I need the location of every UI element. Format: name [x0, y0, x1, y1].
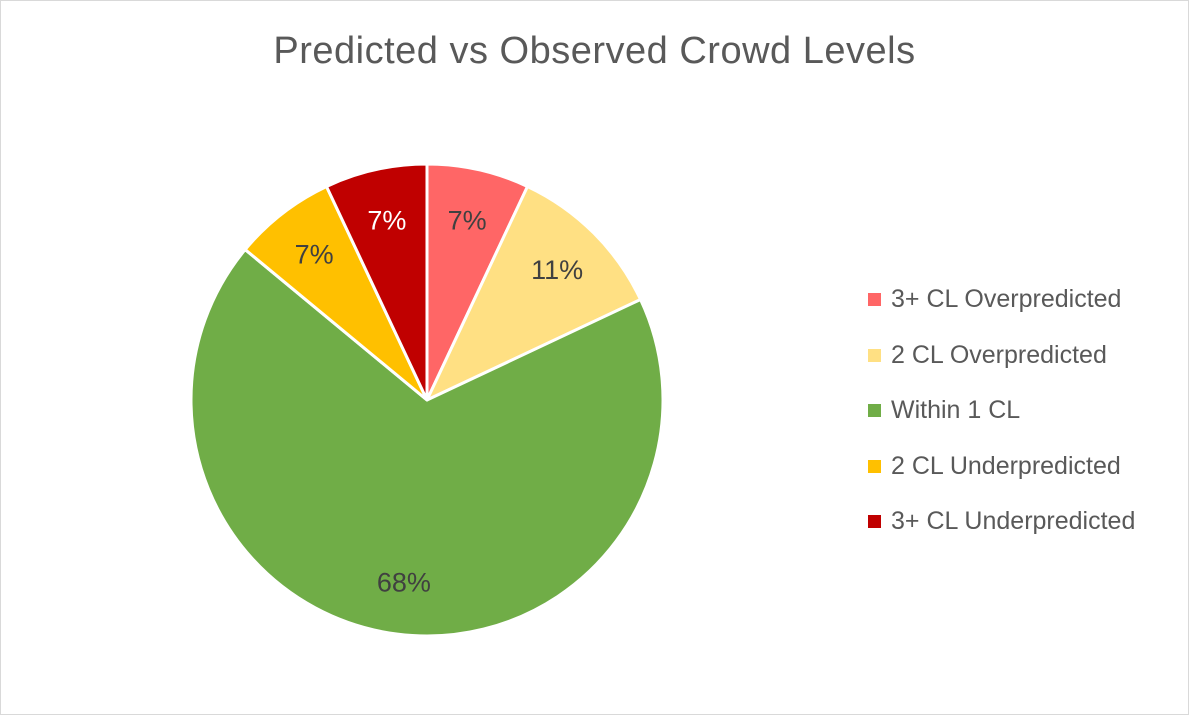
legend-label: 3+ CL Overpredicted	[891, 285, 1122, 314]
legend-label: Within 1 CL	[891, 396, 1021, 425]
legend-swatch	[868, 404, 881, 418]
pie-slice-3plus-cl-overpredicted	[425, 162, 529, 402]
data-label-2-cl-overpredicted: 11%	[531, 255, 583, 285]
legend-swatch	[868, 515, 881, 529]
legend-item-within-1-cl: Within 1 CL	[868, 383, 1135, 439]
data-label-within-1-cl: 68%	[377, 568, 431, 598]
legend-label: 3+ CL Underpredicted	[891, 507, 1136, 536]
pie-slice-2-cl-underpredicted	[243, 184, 429, 402]
data-label-2-cl-underpredicted: 7%	[295, 240, 334, 270]
legend-swatch	[868, 348, 881, 362]
data-label-3plus-cl-underpredicted: 7%	[367, 205, 406, 235]
pie-slice-3plus-cl-underpredicted	[325, 162, 429, 402]
legend-label: 2 CL Overpredicted	[891, 340, 1107, 369]
pie-slice-within-1-cl	[189, 248, 665, 638]
legend-swatch	[868, 293, 881, 307]
legend-item-2-cl-underpredicted: 2 CL Underpredicted	[868, 439, 1135, 495]
legend-item-3plus-cl-overpredicted: 3+ CL Overpredicted	[868, 272, 1135, 328]
legend: 3+ CL Overpredicted 2 CL Overpredicted Wit…	[868, 272, 1135, 550]
chart-title: Predicted vs Observed Crowd Levels	[273, 30, 916, 72]
legend-item-3plus-cl-underpredicted: 3+ CL Underpredicted	[868, 494, 1135, 550]
legend-label: 2 CL Underpredicted	[891, 451, 1121, 480]
pie-slice-2-cl-overpredicted	[425, 184, 643, 402]
legend-swatch	[868, 459, 881, 473]
legend-item-2-cl-overpredicted: 2 CL Overpredicted	[868, 328, 1135, 384]
data-label-3plus-cl-overpredicted: 7%	[448, 205, 487, 235]
